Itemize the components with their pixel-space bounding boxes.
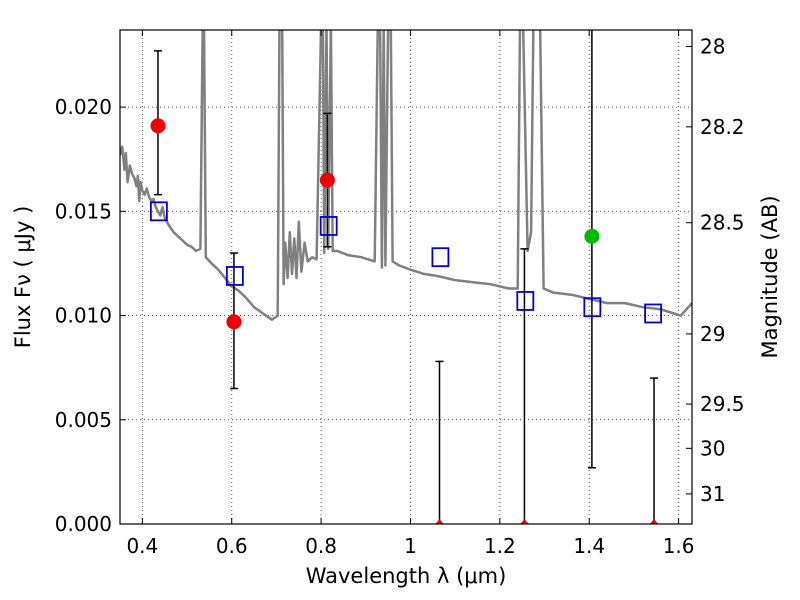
y2-tick-label: 30: [700, 436, 725, 460]
x-tick-label: 1.4: [573, 534, 605, 558]
model-flux-square: [149, 201, 168, 222]
x-tick-label: 1: [404, 534, 417, 558]
y-tick-label: 0.000: [55, 512, 112, 536]
model-flux-square: [516, 291, 535, 311]
axis-ticks: 0.4 0.6 0.8 1 1.2 1.4 1.6 0.000 0.005 0.010 0.015 0…: [55, 30, 745, 558]
model-flux-square: [644, 303, 663, 324]
red-point: [150, 118, 166, 134]
plot-area: [120, 30, 692, 524]
red-point: [319, 172, 335, 188]
red-point: [226, 314, 242, 330]
y2-axis-label: Magnitude (AB): [758, 195, 782, 358]
x-tick-label: 0.4: [126, 534, 158, 558]
plot-frame: [119, 29, 693, 525]
upper-limit-marker: [435, 519, 444, 524]
upper-limit-marker: [520, 519, 529, 524]
y2-tick-label: 29.5: [700, 392, 745, 416]
y-tick-label: 0.005: [55, 408, 112, 432]
x-tick-label: 1.6: [663, 534, 695, 558]
y-tick-label: 0.015: [55, 199, 112, 223]
y2-tick-label: 29: [700, 322, 725, 346]
x-tick-label: 0.6: [216, 534, 248, 558]
model-flux-square: [583, 297, 602, 318]
model-flux-square: [225, 266, 244, 286]
y-tick-label: 0.010: [55, 304, 112, 328]
y2-tick-label: 28.2: [700, 115, 745, 139]
y2-tick-label: 28: [700, 34, 725, 58]
y-axis-label: Flux Fν ( μJy ): [11, 206, 35, 349]
detection-point: [584, 228, 600, 244]
x-axis-label: Wavelength λ (μm): [306, 564, 507, 588]
y-tick-label: 0.020: [55, 95, 112, 119]
y2-tick-label: 31: [700, 482, 725, 506]
x-tick-label: 0.8: [305, 534, 337, 558]
upper-limit-marker: [650, 519, 659, 524]
x-tick-label: 1.2: [484, 534, 516, 558]
y2-tick-label: 28.5: [700, 211, 745, 235]
model-flux-square: [319, 216, 338, 236]
model-spectrum-line: [120, 30, 692, 321]
model-flux-square: [431, 247, 450, 268]
